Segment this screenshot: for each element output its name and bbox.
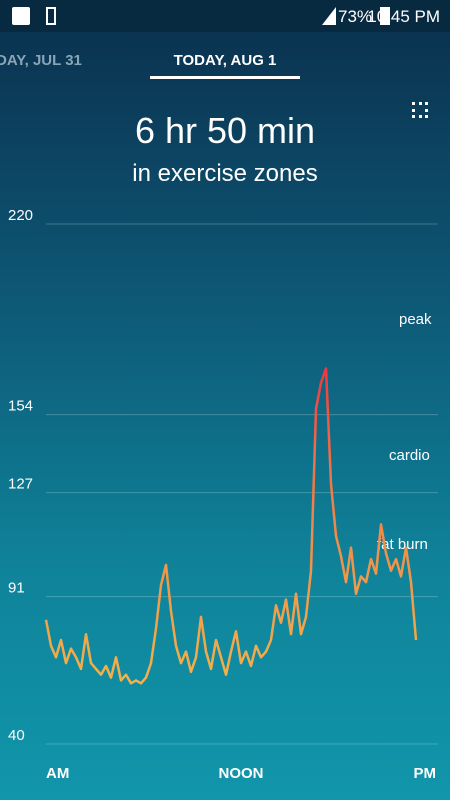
app-icon (46, 7, 56, 25)
facebook-icon (12, 7, 30, 25)
y-tick-label: 40 (8, 727, 25, 744)
heart-rate-line (44, 367, 418, 685)
x-tick-label: NOON (219, 765, 264, 782)
status-bar: 73% 10:45 PM (0, 0, 450, 32)
battery-text: 73% (338, 7, 373, 26)
battery-icon (380, 7, 390, 25)
date-tabs: DAY, JUL 31 TODAY, AUG 1 (0, 40, 450, 82)
tab-underline (150, 76, 300, 79)
current-day-tab[interactable]: TODAY, AUG 1 (173, 52, 277, 69)
subtitle: in exercise zones (132, 160, 318, 187)
y-tick-label: 154 (8, 398, 33, 415)
zone-label: cardio (389, 447, 430, 464)
total-time: 6 hr 50 min (134, 110, 316, 151)
previous-day-tab[interactable]: DAY, JUL 31 (0, 52, 82, 69)
collapse-button[interactable] (412, 102, 428, 118)
zone-label: fat burn (377, 536, 428, 553)
y-tick-label: 220 (8, 207, 33, 224)
x-tick-label: PM (414, 765, 437, 782)
zone-label: peak (399, 311, 432, 328)
clock: 10:45 PM (367, 7, 440, 26)
y-tick-label: 127 (8, 476, 33, 493)
y-tick-label: 91 (8, 580, 25, 597)
x-tick-label: AM (46, 765, 69, 782)
